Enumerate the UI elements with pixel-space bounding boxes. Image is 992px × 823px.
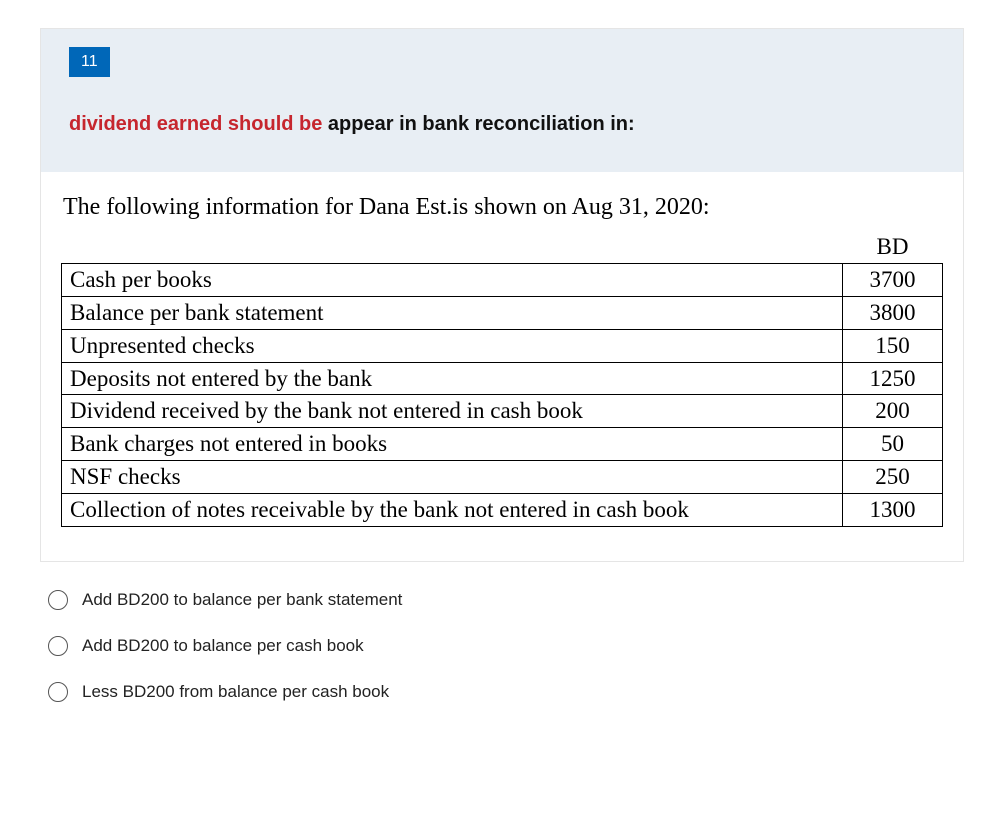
table-cell-label: Unpresented checks [62,329,843,362]
prompt-red-text: dividend earned should be [69,113,322,135]
question-card: 11 dividend earned should be appear in b… [40,28,964,562]
question-prompt: dividend earned should be appear in bank… [69,113,963,136]
passage-intro: The following information for Dana Est.i… [63,194,943,221]
table-cell-value: 250 [843,461,943,494]
table-row: Collection of notes receivable by the ba… [62,494,943,527]
table-cell-label: Deposits not entered by the bank [62,362,843,395]
table-header-row: BD [62,231,943,263]
answer-options: Add BD200 to balance per bank statement … [48,590,992,702]
table-cell-value: 150 [843,329,943,362]
question-header: 11 dividend earned should be appear in b… [41,29,963,172]
radio-icon[interactable] [48,590,68,610]
option-label: Add BD200 to balance per bank statement [82,590,402,610]
table-row: Unpresented checks 150 [62,329,943,362]
table-row: Bank charges not entered in books 50 [62,428,943,461]
question-body: The following information for Dana Est.i… [41,172,963,561]
table-header-bd: BD [843,231,943,263]
table-row: Dividend received by the bank not entere… [62,395,943,428]
table-cell-label: Dividend received by the bank not entere… [62,395,843,428]
answer-option[interactable]: Add BD200 to balance per bank statement [48,590,992,610]
table-cell-value: 50 [843,428,943,461]
table-cell-label: Balance per bank statement [62,296,843,329]
answer-option[interactable]: Less BD200 from balance per cash book [48,682,992,702]
option-label: Less BD200 from balance per cash book [82,682,389,702]
table-cell-value: 3700 [843,263,943,296]
table-row: Deposits not entered by the bank 1250 [62,362,943,395]
table-cell-label: Collection of notes receivable by the ba… [62,494,843,527]
table-cell-label: Cash per books [62,263,843,296]
option-label: Add BD200 to balance per cash book [82,636,364,656]
prompt-rest-text: appear in bank reconciliation in: [322,113,634,135]
radio-icon[interactable] [48,682,68,702]
table-cell-label: Bank charges not entered in books [62,428,843,461]
table-header-blank [62,231,843,263]
table-cell-value: 1300 [843,494,943,527]
question-number-badge: 11 [69,47,110,77]
table-row: Cash per books 3700 [62,263,943,296]
table-cell-value: 1250 [843,362,943,395]
answer-option[interactable]: Add BD200 to balance per cash book [48,636,992,656]
table-row: Balance per bank statement 3800 [62,296,943,329]
data-table: BD Cash per books 3700 Balance per bank … [61,231,943,527]
radio-icon[interactable] [48,636,68,656]
table-row: NSF checks 250 [62,461,943,494]
table-cell-value: 3800 [843,296,943,329]
table-cell-value: 200 [843,395,943,428]
table-cell-label: NSF checks [62,461,843,494]
